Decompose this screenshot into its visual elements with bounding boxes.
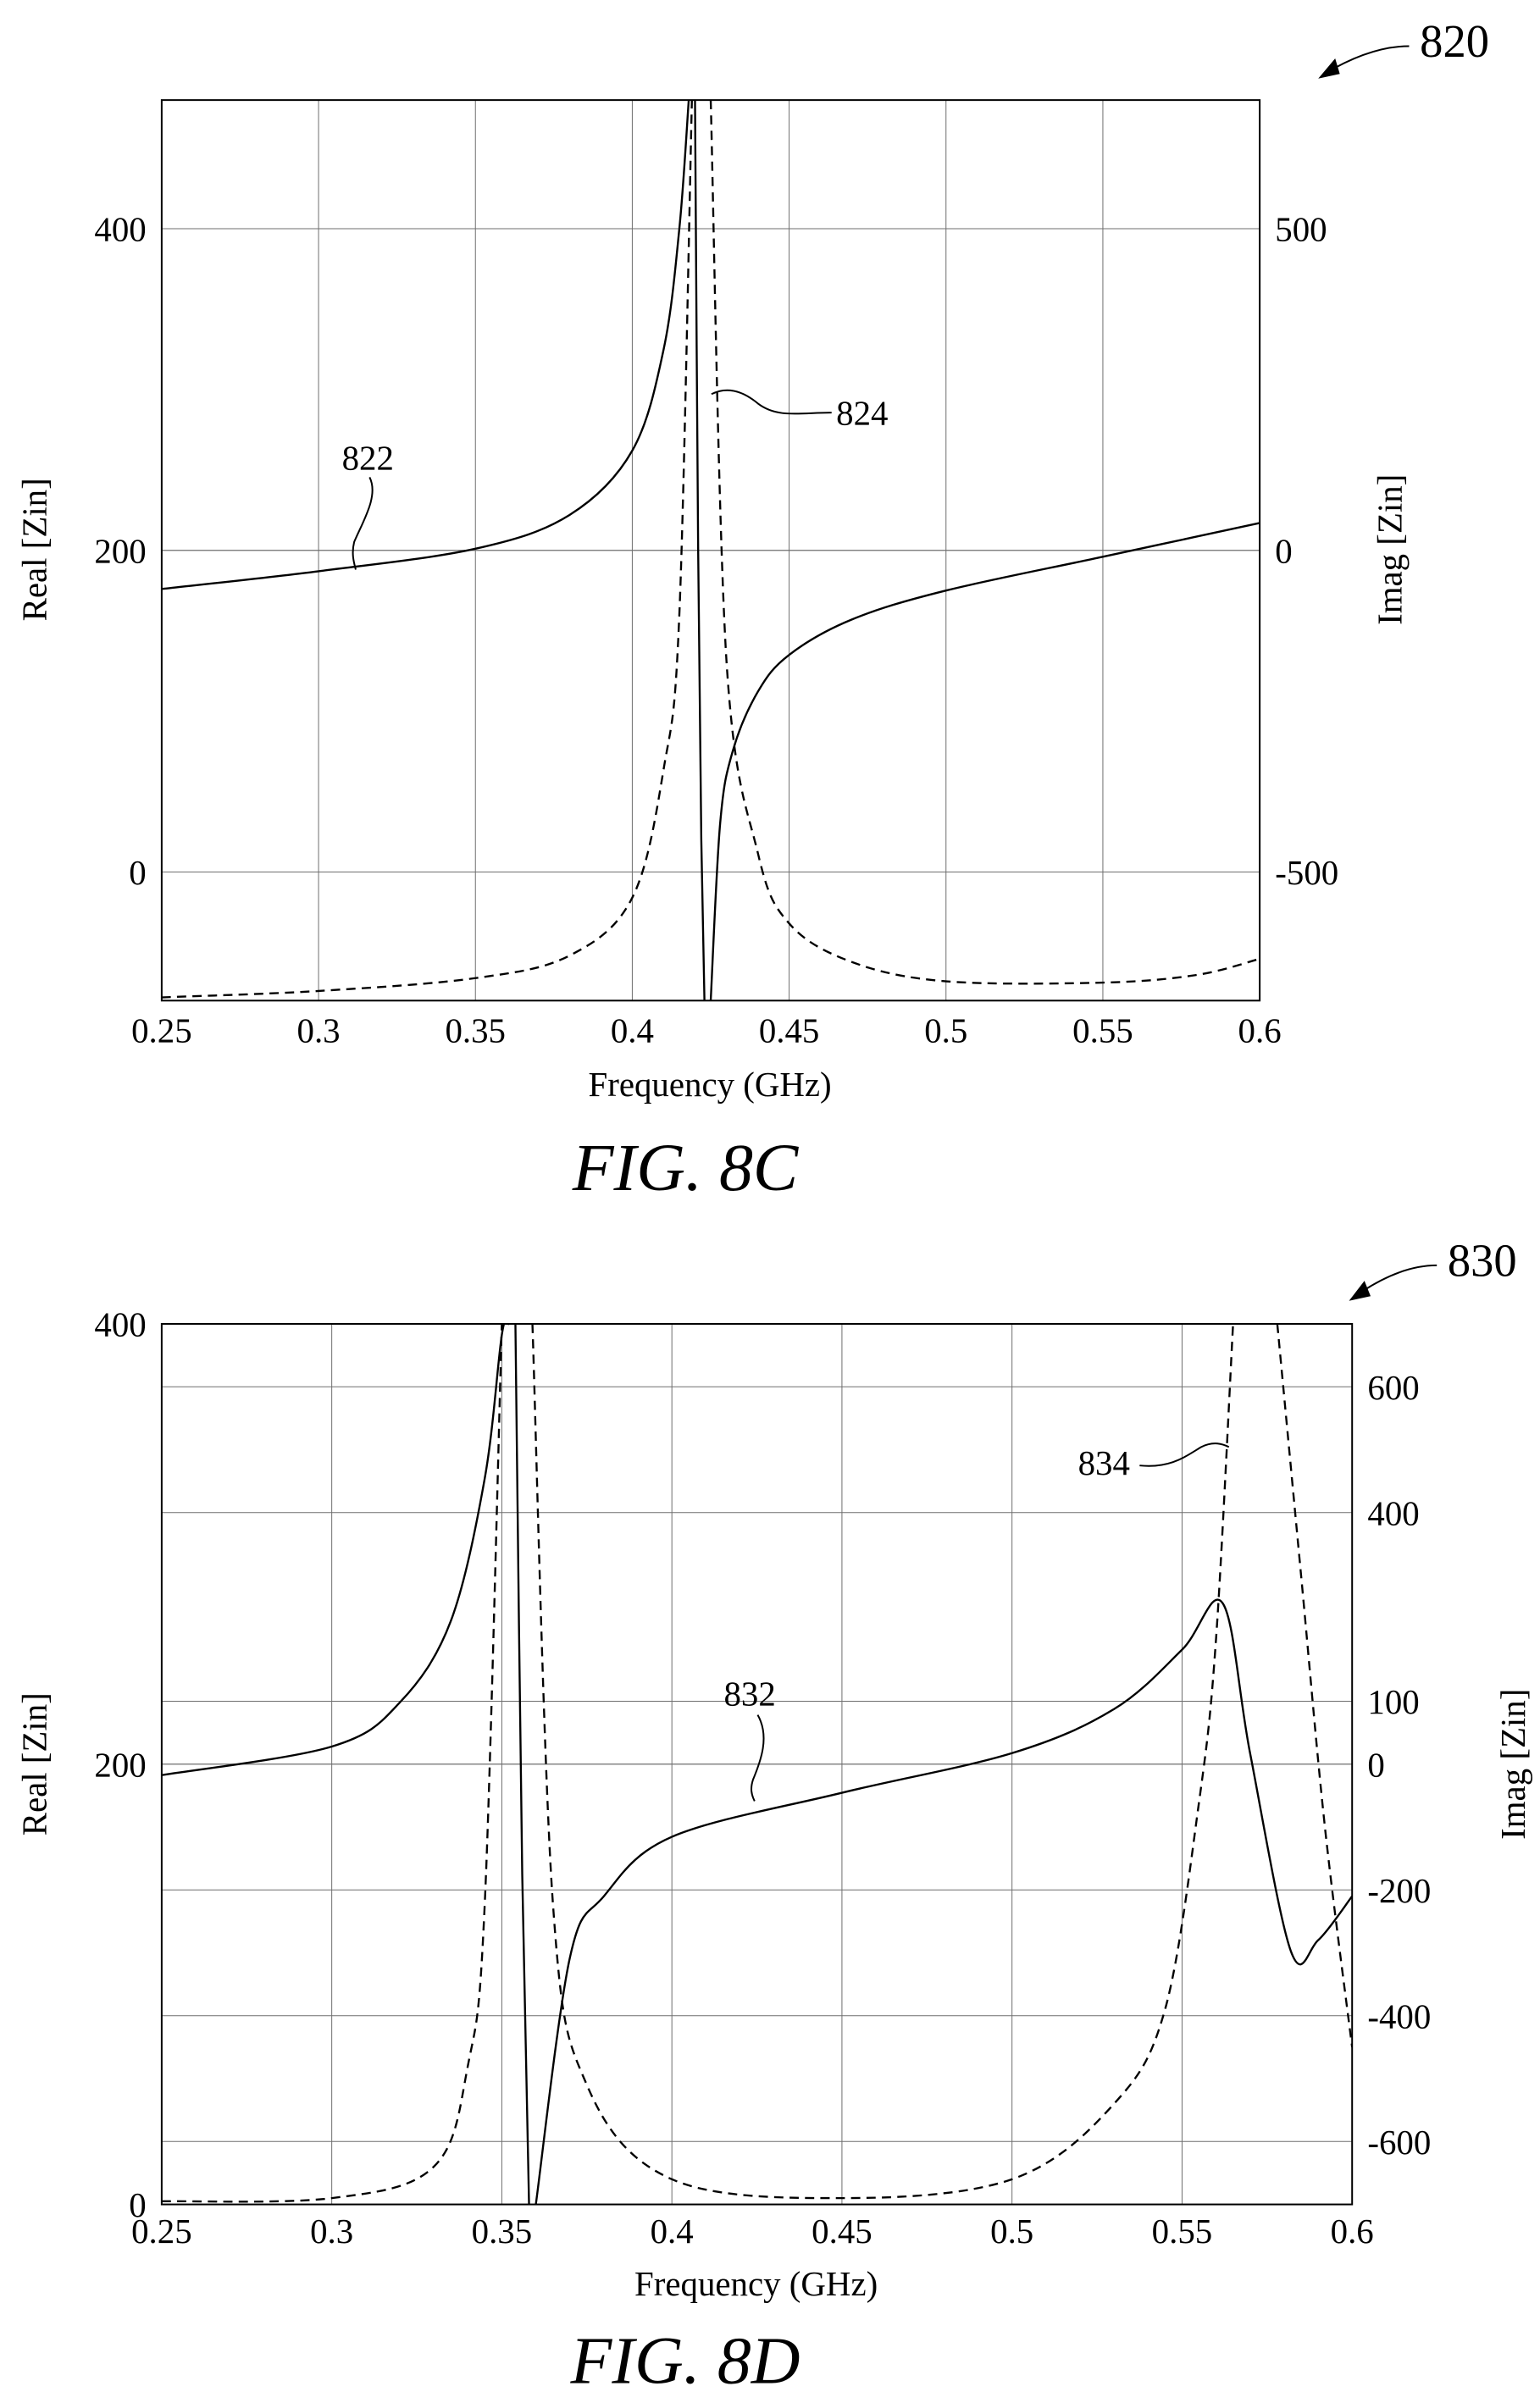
series-line-832 [161,1323,510,1776]
figure-reference-arrowhead [1318,58,1340,79]
series-leader-822 [352,476,374,570]
series-line-832 [514,1323,530,2205]
right-y-tick-label: 0 [1275,532,1292,570]
right-y-tick-label: -600 [1367,2123,1431,2162]
chart-series [161,1323,1353,2205]
left-y-tick-label: 200 [94,1746,146,1784]
right-y-tick-label: -500 [1275,854,1338,892]
x-tick-label: 0.6 [1331,2212,1374,2251]
figure-reference-number: 830 [1448,1235,1517,1287]
left-y-tick-label: 0 [129,854,146,892]
right-y-tick-label: 600 [1367,1369,1419,1407]
x-tick-label: 0.55 [1072,1011,1133,1049]
left-y-tick-labels: 0 200 400 [94,211,146,892]
right-y-tick-label: 500 [1275,211,1327,249]
chart-grid [161,1323,1353,2206]
x-axis-label: Frequency (GHz) [588,1066,831,1104]
x-tick-label: 0.5 [924,1011,967,1049]
x-tick-label: 0.3 [310,2212,353,2251]
right-y-axis-label: Imag [Zin] [1494,1689,1532,1840]
series-line-822 [709,522,1260,1001]
x-tick-label: 0.35 [445,1011,506,1049]
x-tick-label: 0.6 [1238,1011,1282,1049]
plot-frame [160,1322,1354,2206]
x-tick-label: 0.4 [651,2212,694,2251]
series-label-824: 824 [836,395,888,433]
left-y-tick-label: 0 [129,2186,146,2224]
x-tick-label: 0.35 [472,2212,533,2251]
left-y-axis-label: Real [Zin] [16,478,54,621]
figure-8d: 830 0.25 0.3 0.35 0.4 0.45 0.5 0.55 0.6 0 200 400… [16,1235,1532,2399]
x-tick-label: 0.45 [812,2212,872,2251]
right-y-axis-label: Imag [Zin] [1371,474,1409,625]
right-y-tick-label: 400 [1367,1494,1419,1532]
left-y-tick-label: 400 [94,1306,146,1344]
chart-series [161,100,1260,1001]
x-tick-label: 0.5 [990,2212,1033,2251]
figure-8c: 820 0.25 0.3 0.35 0.4 0.45 0.5 0.55 0.6 0 200 400… [16,15,1489,1205]
left-y-axis-label: Real [Zin] [16,1692,54,1835]
series-line-834 [161,1323,503,2203]
series-leader-824 [711,389,832,415]
series-label-822: 822 [342,439,394,477]
series-line-834 [531,1323,1234,2200]
right-y-tick-label: -400 [1367,1997,1431,2035]
series-leader-834 [1139,1442,1230,1467]
figure-reference-number: 820 [1420,15,1489,67]
figure-caption: FIG. 8C [572,1131,800,1205]
x-tick-label: 0.4 [611,1011,654,1049]
series-line-824 [161,100,693,999]
x-axis-label: Frequency (GHz) [634,2265,878,2303]
series-line-822 [161,100,690,590]
figure-reference-arrowhead [1349,1281,1371,1301]
x-tick-labels: 0.25 0.3 0.35 0.4 0.45 0.5 0.55 0.6 [131,2212,1374,2251]
x-tick-label: 0.55 [1152,2212,1213,2251]
right-y-tick-label: 100 [1367,1683,1419,1721]
series-leader-832 [751,1714,765,1802]
right-y-tick-labels: -600 -400 -200 0 100 400 600 [1367,1369,1431,2162]
x-tick-label: 0.45 [759,1011,820,1049]
left-y-tick-label: 200 [94,532,146,570]
x-tick-label: 0.25 [131,2212,192,2251]
figure-caption: FIG. 8D [570,2323,800,2398]
series-label-834: 834 [1078,1444,1130,1482]
series-line-822 [694,100,706,1001]
series-label-832: 832 [723,1675,775,1714]
left-y-tick-label: 400 [94,211,146,249]
x-tick-labels: 0.25 0.3 0.35 0.4 0.45 0.5 0.55 0.6 [131,1011,1282,1049]
chart-grid [161,100,1260,1001]
right-y-tick-label: 0 [1367,1746,1384,1784]
right-y-tick-label: -200 [1367,1872,1431,1910]
x-tick-label: 0.25 [131,1011,192,1049]
series-line-824 [709,100,1260,985]
series-line-832 [535,1598,1353,2205]
right-y-tick-labels: -500 0 500 [1275,211,1338,892]
x-tick-label: 0.3 [297,1011,341,1049]
series-line-834 [1276,1323,1353,2048]
left-y-tick-labels: 0 200 400 [94,1306,146,2225]
